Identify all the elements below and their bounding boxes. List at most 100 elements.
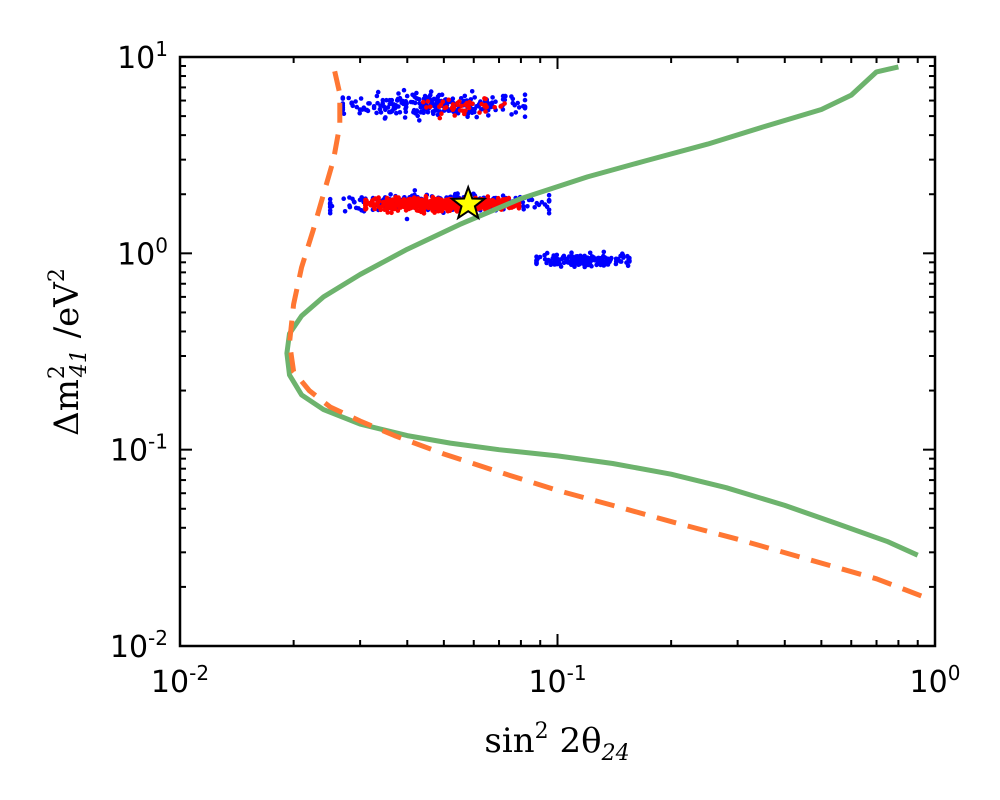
red-point <box>390 199 395 204</box>
blue-point <box>522 114 528 119</box>
blue-point <box>522 104 528 109</box>
plot-frame <box>178 55 937 648</box>
blue-point <box>618 253 623 259</box>
red-point <box>402 202 408 207</box>
red-point <box>394 201 399 206</box>
blue-point <box>553 260 559 265</box>
y-axis-label-sup: 2 <box>45 365 70 379</box>
blue-point <box>585 262 591 268</box>
blue-point <box>558 264 564 269</box>
blue-point <box>590 257 595 263</box>
blue-point <box>375 89 381 95</box>
blue-point <box>390 102 396 108</box>
red-point <box>389 210 394 216</box>
blue-point <box>472 95 478 100</box>
blue-point <box>595 256 600 261</box>
x-tick-label: 10-2 <box>151 661 209 700</box>
blue-point <box>422 93 428 99</box>
blue-point <box>349 100 355 105</box>
blue-point <box>408 99 414 105</box>
red-point <box>492 105 498 110</box>
red-point <box>482 104 488 109</box>
star-layer <box>449 184 488 221</box>
blue-point <box>569 250 574 255</box>
red-point <box>446 203 452 208</box>
red-point <box>467 99 472 105</box>
y-axis-label-pre: Δm <box>47 379 87 436</box>
red-point <box>479 101 484 107</box>
red-point <box>457 108 463 113</box>
blue-point <box>361 105 367 110</box>
red-point <box>369 198 375 203</box>
red-point <box>499 103 504 109</box>
red-point <box>374 202 380 207</box>
blue-point <box>384 97 389 103</box>
blue-point <box>396 91 401 96</box>
blue-point <box>594 262 599 268</box>
blue-point <box>397 95 403 101</box>
blue-point <box>509 112 514 117</box>
x-axis-label: sin2 2θ24 <box>484 719 629 766</box>
blue-point <box>388 192 393 197</box>
x-axis-label-sub: 24 <box>601 741 630 766</box>
blue-point <box>613 256 619 262</box>
blue-point <box>402 115 408 120</box>
red-point <box>418 202 423 207</box>
blue-point <box>551 253 556 258</box>
red-point <box>446 97 452 103</box>
blue-point <box>560 254 566 260</box>
blue-point <box>403 104 409 110</box>
red-point <box>363 205 368 211</box>
tick-label-layer: 10-2 10-1 100 10-2 10-1 100 101 <box>110 37 961 700</box>
blue-point <box>380 97 386 103</box>
blue-point <box>513 110 519 115</box>
blue-point <box>474 114 480 120</box>
blue-point <box>327 202 333 207</box>
red-point <box>408 201 414 207</box>
red-point <box>372 206 378 212</box>
y-tick-label: 10-1 <box>110 430 168 469</box>
blue-point <box>390 108 395 113</box>
blue-point <box>374 110 379 116</box>
blue-point <box>525 204 530 209</box>
blue-point <box>354 104 360 110</box>
red-point <box>428 104 433 110</box>
blue-point <box>340 95 346 101</box>
blue-point <box>428 92 433 98</box>
red-point <box>437 115 443 121</box>
red-point <box>363 202 368 207</box>
blue-point <box>522 92 528 97</box>
red-point <box>425 99 431 104</box>
x-tick-label: 100 <box>910 661 961 700</box>
blue-point <box>417 118 422 123</box>
blue-point <box>375 100 380 106</box>
blue-point <box>353 99 358 104</box>
blue-point <box>582 253 587 259</box>
blue-point <box>327 196 333 202</box>
y-axis-label: Δm241 /eV2 <box>45 268 92 436</box>
blue-point <box>575 260 581 266</box>
red-point <box>465 104 471 109</box>
y-tick-label: 101 <box>117 37 168 76</box>
red-point <box>430 194 436 200</box>
blue-point <box>472 109 477 115</box>
x-axis-label-mid: 2θ <box>549 721 602 761</box>
red-point <box>498 198 503 204</box>
blue-point <box>414 90 419 96</box>
y-axis-label-post: /eV <box>47 281 87 349</box>
blue-point <box>546 211 552 216</box>
red-point <box>406 206 412 212</box>
blue-point <box>581 260 586 266</box>
blue-point <box>520 199 526 205</box>
dashed-sensitivity-curve <box>287 65 923 599</box>
red-point <box>430 206 436 211</box>
red-point <box>392 206 398 211</box>
red-point <box>442 105 448 111</box>
blue-point <box>378 103 383 109</box>
red-point <box>462 111 467 117</box>
blue-point <box>609 255 614 261</box>
red-point <box>393 194 399 200</box>
red-point <box>476 205 481 211</box>
blue-point <box>489 100 495 105</box>
y-tick-label: 10-2 <box>110 626 168 665</box>
